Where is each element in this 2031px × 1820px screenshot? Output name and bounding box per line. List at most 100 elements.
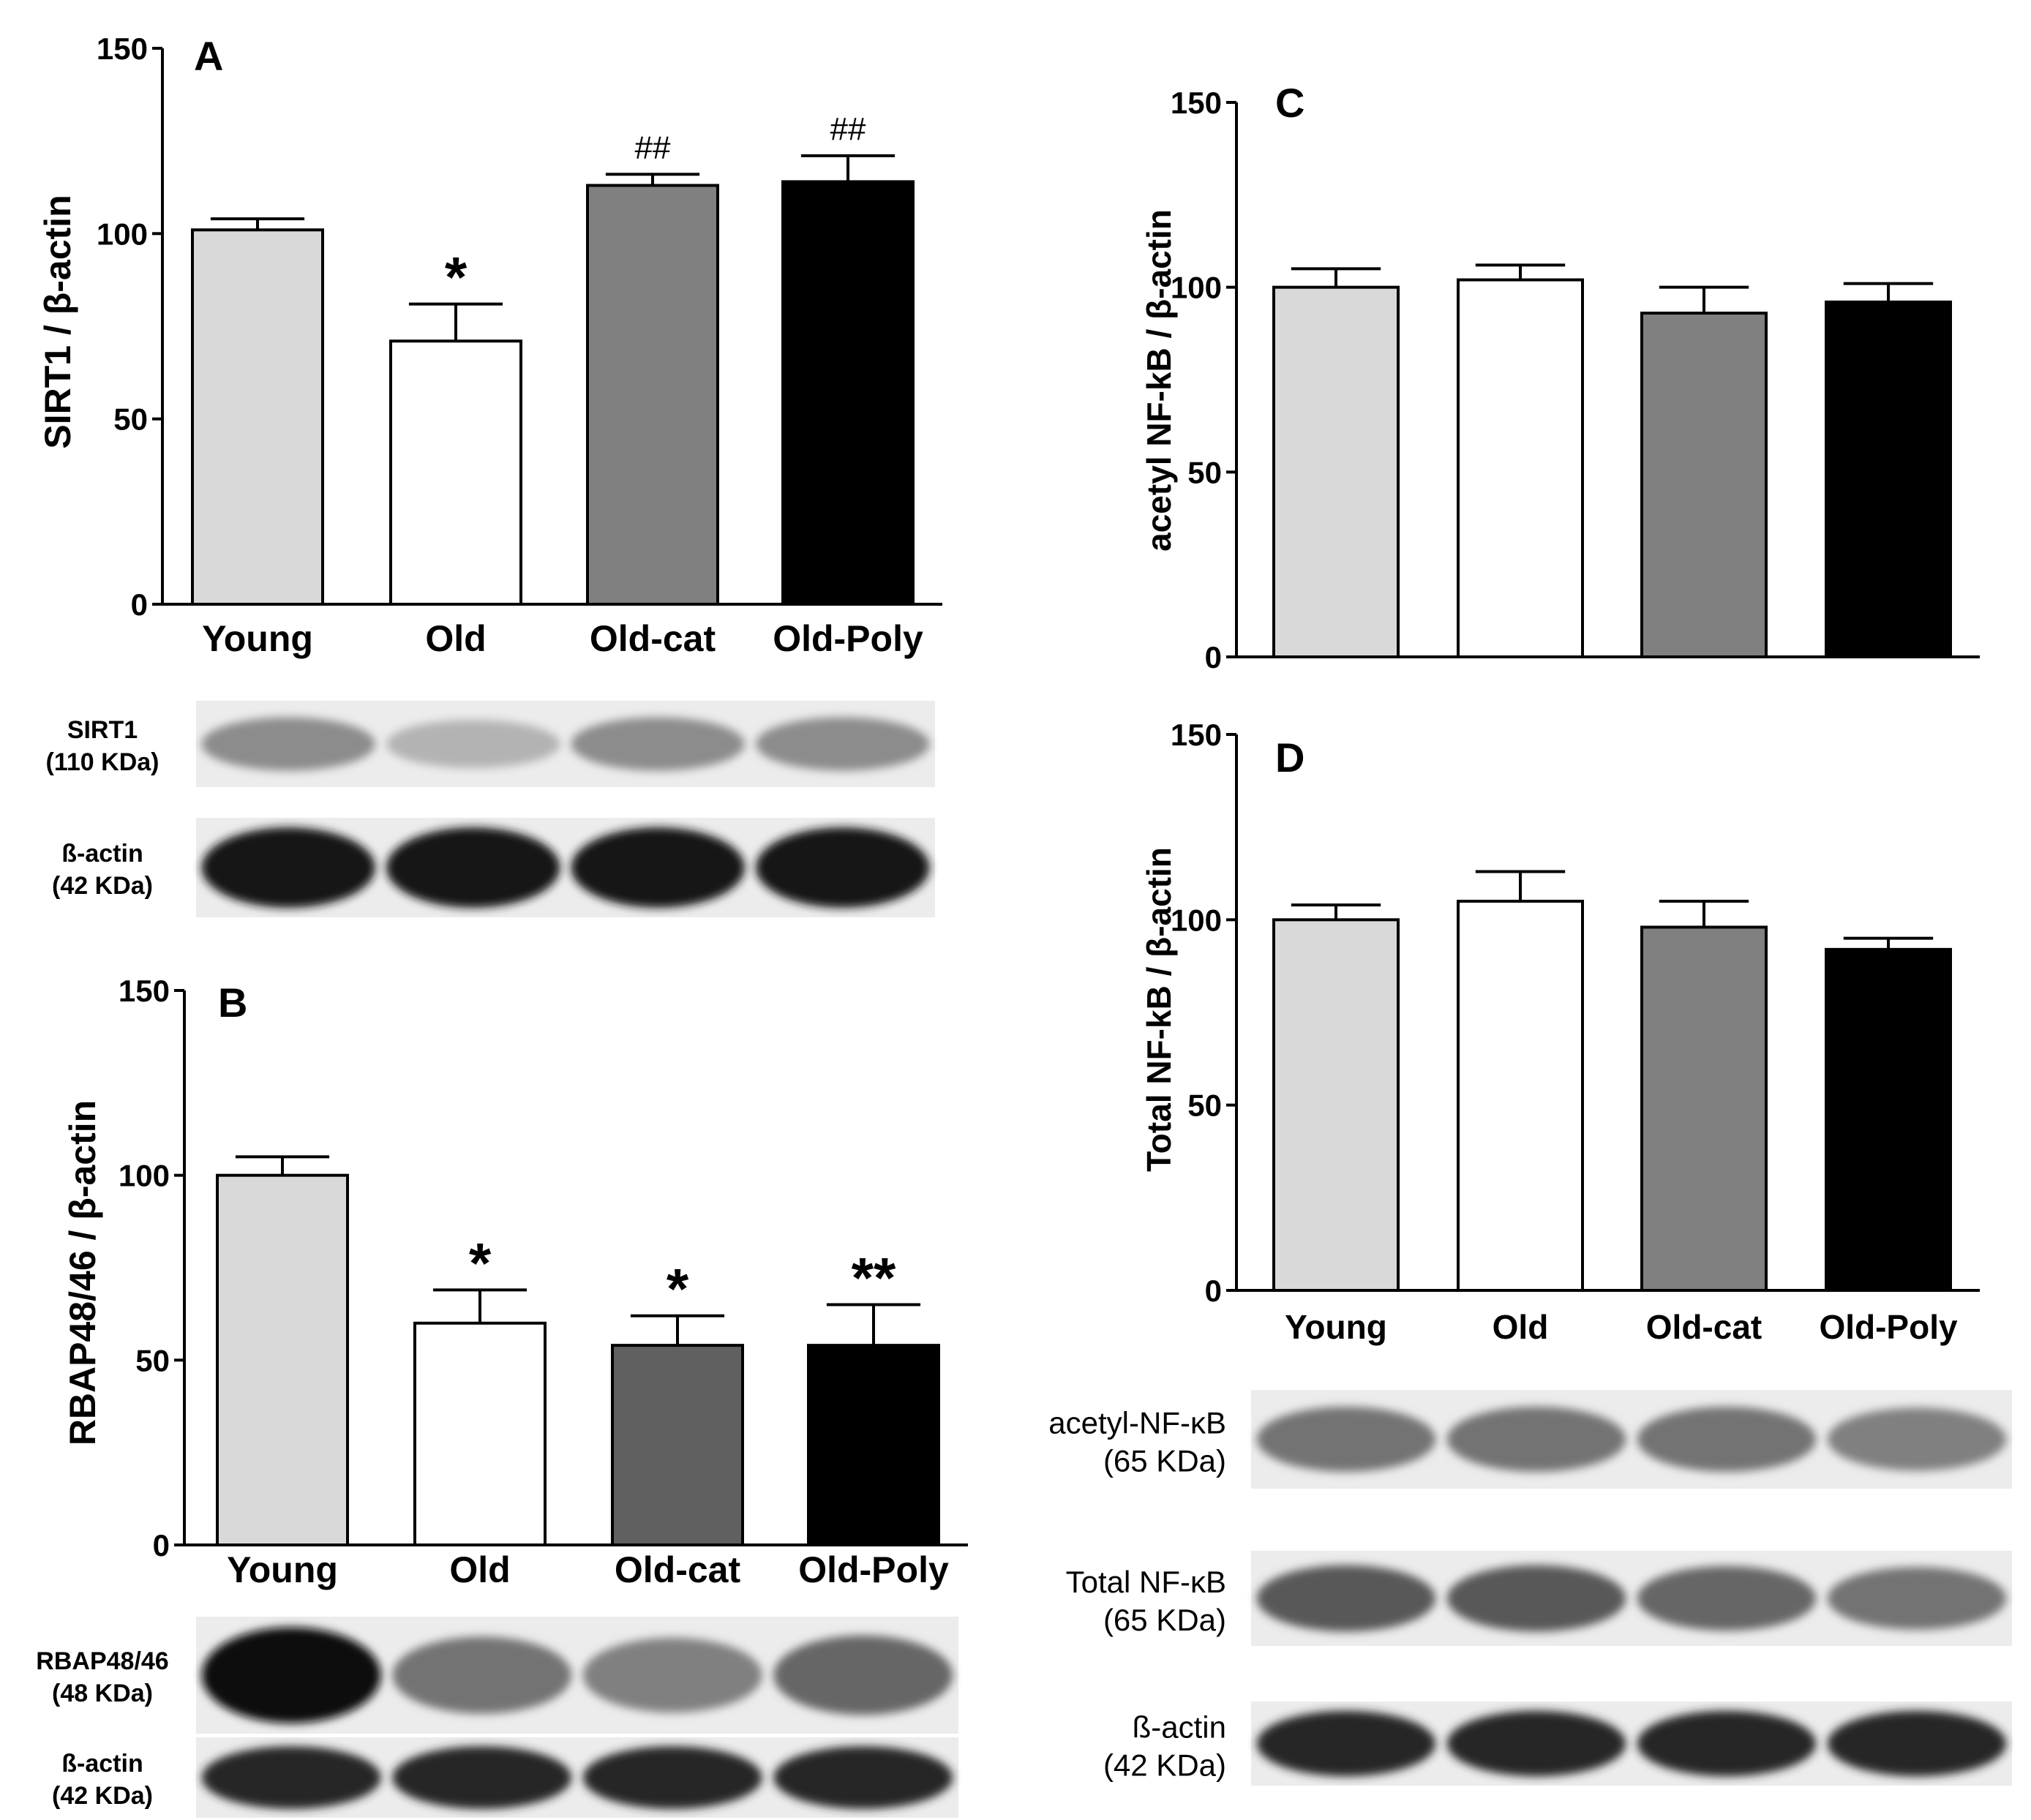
x-tick-label: Old-Poly	[773, 618, 923, 659]
y-tick-label: 100	[97, 217, 148, 251]
bar-old-cat	[611, 1344, 744, 1546]
y-tick-label: 50	[113, 402, 148, 437]
y-tick-label: 50	[1187, 1088, 1222, 1123]
panel-a: 0 50 100 150 SIRT1 / β-actin A Young * Old ## Old-…	[37, 31, 942, 917]
blot-label: ß-actin	[1133, 1710, 1226, 1745]
bar-young	[191, 228, 324, 606]
y-tick-label: 100	[1171, 271, 1222, 305]
blot-band	[1256, 1565, 1436, 1632]
bar-young	[1272, 918, 1400, 1293]
significance-mark: *	[667, 1257, 689, 1321]
bar-old	[1457, 900, 1584, 1292]
blot-band	[201, 717, 375, 771]
x-tick-label: Young	[227, 1549, 338, 1590]
blot-band	[571, 827, 745, 908]
blot-1: ß-actin (42 KDa)	[52, 818, 935, 917]
panel-letter: A	[194, 33, 223, 79]
blot-label-size: (65 KDa)	[1103, 1603, 1226, 1637]
y-tick-label: 150	[97, 31, 148, 66]
blot-band	[1637, 1406, 1817, 1473]
y-tick-label: 0	[1205, 1274, 1222, 1308]
blot-band	[386, 827, 560, 908]
blot-band	[386, 719, 560, 769]
blot-band	[773, 1746, 953, 1809]
y-axis-label: acetyl NF-kB / β-actin	[1140, 209, 1178, 552]
blot-0: acetyl-NF-κB (65 KDa)	[1048, 1390, 2012, 1489]
bar-old-poly	[807, 1344, 940, 1546]
significance-mark: *	[445, 245, 468, 309]
bar-old-poly	[1825, 300, 1952, 658]
y-tick-label: 50	[1187, 455, 1222, 489]
bar-old-cat	[586, 184, 719, 606]
x-tick-label: Young	[202, 618, 313, 659]
x-tick-label: Young	[1285, 1308, 1387, 1346]
blot-1: ß-actin (42 KDa)	[52, 1737, 958, 1818]
bar-old-poly	[781, 180, 915, 606]
blot-band	[1446, 1565, 1626, 1632]
y-tick-label: 0	[131, 587, 148, 622]
blot-label: RBAP48/46	[36, 1647, 168, 1675]
blot-band	[756, 717, 930, 771]
blot-label-size: (42 KDa)	[1103, 1748, 1226, 1783]
significance-mark: **	[852, 1246, 896, 1310]
blot-label-size: (48 KDa)	[52, 1680, 153, 1707]
y-tick-label: 0	[153, 1528, 170, 1563]
bar-young	[216, 1173, 349, 1546]
panel-d: 0 50 100 150 Total NF-kB / β-actin D Young Old O…	[1048, 718, 2012, 1786]
y-tick-label: 150	[1171, 86, 1222, 120]
x-tick-label: Old	[425, 618, 486, 659]
panel-letter: D	[1275, 734, 1304, 781]
x-tick-label: Old-cat	[590, 618, 716, 659]
bar-old-cat	[1640, 312, 1768, 658]
blot-label: ß-actin	[61, 840, 143, 868]
blot-band	[773, 1635, 953, 1715]
significance-mark: *	[469, 1230, 492, 1295]
blot-band	[1827, 1567, 2007, 1630]
blot-label: SIRT1	[67, 716, 138, 744]
blot-band	[201, 1746, 381, 1809]
blot-band	[1637, 1710, 1817, 1777]
blot-label: ß-actin	[61, 1750, 143, 1778]
x-tick-label: Old	[449, 1549, 510, 1590]
panel-b: 0 50 100 150 RBAP48/46 / β-actin B Young * Old * O…	[36, 974, 968, 1818]
x-tick-label: Old-Poly	[1819, 1308, 1958, 1346]
y-tick-label: 0	[1205, 640, 1222, 674]
y-axis-label: SIRT1 / β-actin	[37, 195, 78, 448]
blot-band	[582, 1746, 762, 1809]
y-tick-label: 150	[119, 974, 170, 1008]
x-tick-label: Old-cat	[1646, 1308, 1762, 1346]
y-tick-label: 100	[1171, 903, 1222, 937]
x-tick-label: Old-Poly	[798, 1549, 949, 1590]
bar-old	[413, 1321, 547, 1547]
y-axis-label: RBAP48/46 / β-actin	[62, 1100, 103, 1445]
x-tick-label: Old-cat	[615, 1549, 741, 1590]
y-tick-label: 100	[119, 1159, 170, 1193]
blot-band	[582, 1637, 762, 1713]
blot-label-size: (42 KDa)	[52, 872, 153, 900]
blot-2: ß-actin(42 KDa)	[1103, 1701, 2012, 1786]
panel-letter: C	[1275, 80, 1304, 126]
blot-band	[201, 1627, 381, 1723]
blot-band	[201, 827, 375, 908]
bar-old-poly	[1825, 947, 1952, 1293]
blot-band	[1256, 1710, 1436, 1777]
blot-band	[756, 827, 930, 908]
x-tick-label: Old	[1493, 1308, 1549, 1346]
blot-band	[1256, 1406, 1436, 1473]
blot-label-size: (65 KDa)	[1103, 1444, 1226, 1478]
blot-label-size: (42 KDa)	[52, 1782, 153, 1810]
blot-0: RBAP48/46 (48 KDa)	[36, 1617, 958, 1734]
y-axis-label: Total NF-kB / β-actin	[1140, 847, 1178, 1172]
bar-old	[1457, 278, 1584, 658]
significance-mark: ##	[635, 129, 671, 165]
blot-1: Total NF-κB (65 KDa)	[1066, 1551, 2012, 1646]
blot-band	[1446, 1710, 1626, 1777]
bar-old-cat	[1640, 925, 1768, 1292]
blot-band	[392, 1746, 572, 1809]
blot-band	[1827, 1407, 2007, 1471]
blot-band	[1446, 1406, 1626, 1473]
bar-young	[1272, 285, 1400, 658]
blot-band	[571, 717, 745, 771]
blot-band	[1827, 1710, 2007, 1777]
